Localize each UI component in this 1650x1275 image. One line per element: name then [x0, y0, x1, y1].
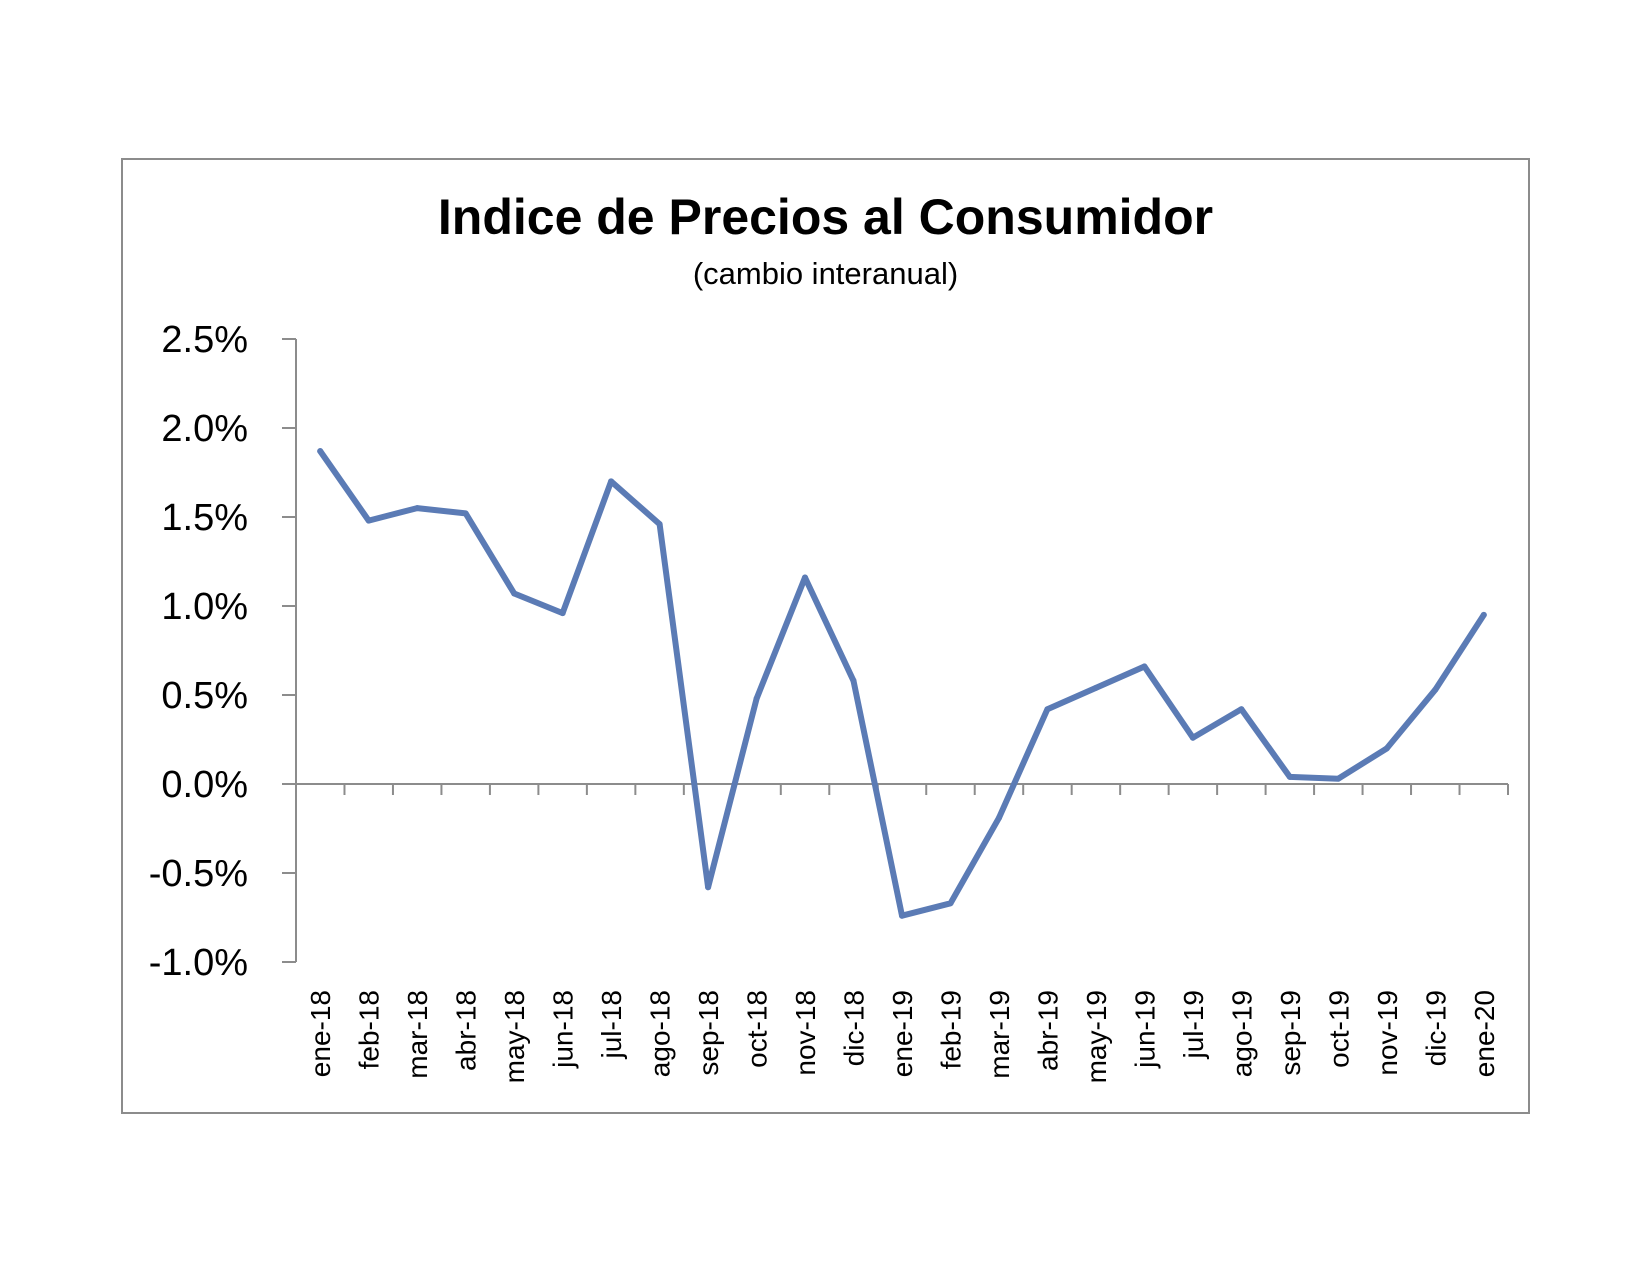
x-tick-label: may-18	[499, 990, 530, 1083]
chart-frame: Indice de Precios al Consumidor (cambio …	[121, 158, 1530, 1114]
y-tick-label: 2.5%	[161, 319, 248, 361]
series-line	[317, 448, 1487, 919]
data-point	[317, 448, 324, 455]
data-point	[995, 814, 1002, 821]
data-point	[414, 505, 421, 512]
x-tick-label: nov-18	[790, 990, 821, 1076]
data-point	[1286, 773, 1293, 780]
data-point	[462, 510, 469, 517]
data-point	[1480, 611, 1487, 618]
chart-title: Indice de Precios al Consumidor	[437, 189, 1214, 245]
y-tick-label: 0.0%	[161, 764, 248, 806]
y-tick-label: 1.0%	[161, 586, 248, 628]
data-point	[1383, 745, 1390, 752]
x-tick-label: mar-19	[984, 990, 1015, 1079]
y-tick-label: -0.5%	[149, 853, 248, 895]
data-point	[1044, 706, 1051, 713]
data-point	[899, 912, 905, 919]
x-tick-label: abr-19	[1032, 990, 1063, 1071]
x-tick-label: jun-18	[548, 990, 579, 1069]
data-point	[1432, 686, 1439, 693]
data-point	[608, 478, 615, 485]
y-tick-label: 1.5%	[161, 497, 248, 539]
x-tick-label: jul-19	[1178, 990, 1209, 1059]
x-tick-label: ene-19	[887, 990, 918, 1077]
y-tick-label: -1.0%	[149, 942, 248, 984]
x-tick-label: oct-19	[1323, 990, 1354, 1068]
x-tick-label: abr-18	[451, 990, 482, 1071]
x-tick-label: nov-19	[1372, 990, 1403, 1076]
y-tick-label: 2.0%	[161, 408, 248, 450]
x-tick-label: ago-18	[645, 990, 676, 1077]
data-point	[1092, 684, 1099, 691]
data-point	[802, 574, 809, 581]
data-point	[850, 677, 857, 684]
x-tick-label: jul-18	[596, 990, 627, 1059]
x-tick-label: sep-19	[1275, 990, 1306, 1076]
y-tick-label: 0.5%	[161, 675, 248, 717]
x-tick-label: may-19	[1081, 990, 1112, 1083]
data-point	[1189, 734, 1196, 741]
data-point	[1238, 706, 1245, 713]
data-point	[559, 610, 566, 617]
x-tick-label: feb-18	[354, 990, 385, 1069]
x-tick-label: jun-19	[1129, 990, 1160, 1069]
x-tick-label: ene-20	[1469, 990, 1500, 1077]
data-point	[1335, 775, 1342, 782]
x-tick-label: sep-18	[693, 990, 724, 1076]
x-tick-label: dic-18	[839, 990, 870, 1066]
x-tick-label: dic-19	[1420, 990, 1451, 1066]
chart-subtitle: (cambio interanual)	[692, 256, 959, 291]
data-point	[947, 900, 954, 907]
data-point	[1141, 663, 1148, 670]
data-point	[753, 695, 760, 702]
x-tick-label: ene-18	[305, 990, 336, 1077]
x-tick-label: feb-19	[935, 990, 966, 1069]
data-point	[511, 590, 518, 597]
data-point	[705, 884, 712, 891]
data-point	[365, 517, 372, 524]
x-tick-label: oct-18	[742, 990, 773, 1068]
x-tick-label: ago-19	[1226, 990, 1257, 1077]
x-tick-label: mar-18	[402, 990, 433, 1079]
data-point	[656, 521, 663, 528]
